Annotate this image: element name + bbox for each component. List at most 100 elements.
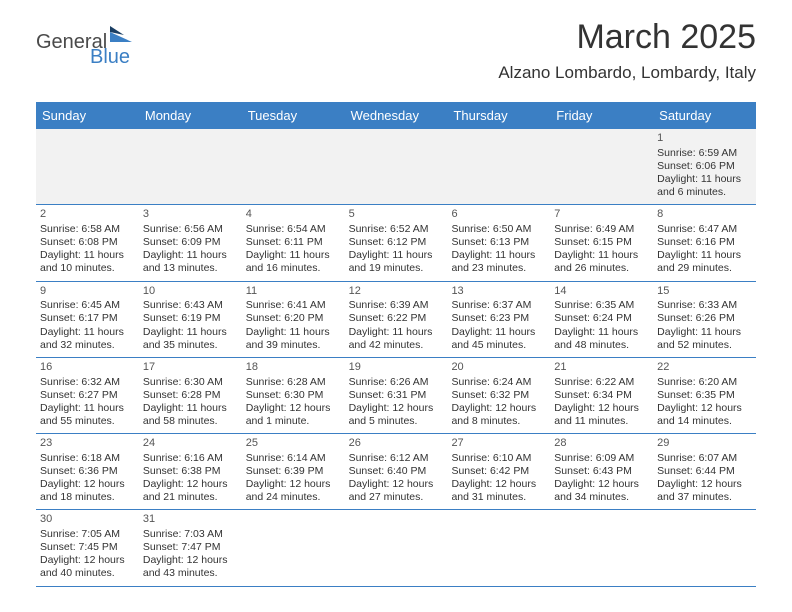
- sunrise-line: Sunrise: 6:52 AM: [349, 223, 444, 236]
- sunrise-line: Sunrise: 6:33 AM: [657, 299, 752, 312]
- day-number: 21: [554, 361, 649, 375]
- day-cell: 7Sunrise: 6:49 AMSunset: 6:15 PMDaylight…: [550, 205, 653, 280]
- sunset-line: Sunset: 6:17 PM: [40, 312, 135, 325]
- day-cell: [447, 510, 550, 585]
- sunrise-line: Sunrise: 6:14 AM: [246, 452, 341, 465]
- day-cell: 3Sunrise: 6:56 AMSunset: 6:09 PMDaylight…: [139, 205, 242, 280]
- sunset-line: Sunset: 6:31 PM: [349, 389, 444, 402]
- day-cell: 11Sunrise: 6:41 AMSunset: 6:20 PMDayligh…: [242, 282, 345, 357]
- day-number: 13: [451, 285, 546, 299]
- day-number: 26: [349, 437, 444, 451]
- day-number: 25: [246, 437, 341, 451]
- day-number: 18: [246, 361, 341, 375]
- daylight-line: Daylight: 11 hours and 42 minutes.: [349, 326, 444, 352]
- day-cell: 12Sunrise: 6:39 AMSunset: 6:22 PMDayligh…: [345, 282, 448, 357]
- day-cell: [550, 510, 653, 585]
- day-number: 12: [349, 285, 444, 299]
- day-number: 29: [657, 437, 752, 451]
- day-number: 1: [657, 132, 752, 146]
- sunrise-line: Sunrise: 7:05 AM: [40, 528, 135, 541]
- day-cell: 5Sunrise: 6:52 AMSunset: 6:12 PMDaylight…: [345, 205, 448, 280]
- day-number: 23: [40, 437, 135, 451]
- sunset-line: Sunset: 7:47 PM: [143, 541, 238, 554]
- sunset-line: Sunset: 6:13 PM: [451, 236, 546, 249]
- sunrise-line: Sunrise: 6:30 AM: [143, 376, 238, 389]
- week-row: 16Sunrise: 6:32 AMSunset: 6:27 PMDayligh…: [36, 358, 756, 434]
- day-header-cell: Monday: [139, 102, 242, 129]
- day-header-cell: Tuesday: [242, 102, 345, 129]
- sunrise-line: Sunrise: 7:03 AM: [143, 528, 238, 541]
- sunrise-line: Sunrise: 6:18 AM: [40, 452, 135, 465]
- header-right: March 2025 Alzano Lombardo, Lombardy, It…: [498, 18, 756, 83]
- day-number: 7: [554, 208, 649, 222]
- sunrise-line: Sunrise: 6:39 AM: [349, 299, 444, 312]
- day-cell: 26Sunrise: 6:12 AMSunset: 6:40 PMDayligh…: [345, 434, 448, 509]
- day-cell: 29Sunrise: 6:07 AMSunset: 6:44 PMDayligh…: [653, 434, 756, 509]
- day-number: 6: [451, 208, 546, 222]
- week-row: 1Sunrise: 6:59 AMSunset: 6:06 PMDaylight…: [36, 129, 756, 205]
- day-cell: [345, 510, 448, 585]
- sunrise-line: Sunrise: 6:54 AM: [246, 223, 341, 236]
- day-cell: [447, 129, 550, 204]
- sunrise-line: Sunrise: 6:26 AM: [349, 376, 444, 389]
- calendar: SundayMondayTuesdayWednesdayThursdayFrid…: [36, 102, 756, 587]
- week-row: 23Sunrise: 6:18 AMSunset: 6:36 PMDayligh…: [36, 434, 756, 510]
- day-cell: 28Sunrise: 6:09 AMSunset: 6:43 PMDayligh…: [550, 434, 653, 509]
- daylight-line: Daylight: 12 hours and 37 minutes.: [657, 478, 752, 504]
- sunrise-line: Sunrise: 6:24 AM: [451, 376, 546, 389]
- sunset-line: Sunset: 6:43 PM: [554, 465, 649, 478]
- day-number: 31: [143, 513, 238, 527]
- day-number: 5: [349, 208, 444, 222]
- daylight-line: Daylight: 11 hours and 6 minutes.: [657, 173, 752, 199]
- sunrise-line: Sunrise: 6:59 AM: [657, 147, 752, 160]
- daylight-line: Daylight: 11 hours and 32 minutes.: [40, 326, 135, 352]
- sunset-line: Sunset: 6:27 PM: [40, 389, 135, 402]
- day-cell: 31Sunrise: 7:03 AMSunset: 7:47 PMDayligh…: [139, 510, 242, 585]
- sunrise-line: Sunrise: 6:47 AM: [657, 223, 752, 236]
- day-number: 16: [40, 361, 135, 375]
- day-number: 10: [143, 285, 238, 299]
- sunrise-line: Sunrise: 6:10 AM: [451, 452, 546, 465]
- day-cell: [36, 129, 139, 204]
- sunrise-line: Sunrise: 6:28 AM: [246, 376, 341, 389]
- day-number: 28: [554, 437, 649, 451]
- sunset-line: Sunset: 6:39 PM: [246, 465, 341, 478]
- week-row: 30Sunrise: 7:05 AMSunset: 7:45 PMDayligh…: [36, 510, 756, 586]
- sunrise-line: Sunrise: 6:56 AM: [143, 223, 238, 236]
- sunset-line: Sunset: 6:42 PM: [451, 465, 546, 478]
- daylight-line: Daylight: 12 hours and 24 minutes.: [246, 478, 341, 504]
- sunset-line: Sunset: 7:45 PM: [40, 541, 135, 554]
- location: Alzano Lombardo, Lombardy, Italy: [498, 63, 756, 83]
- sunset-line: Sunset: 6:06 PM: [657, 160, 752, 173]
- daylight-line: Daylight: 12 hours and 34 minutes.: [554, 478, 649, 504]
- sunset-line: Sunset: 6:40 PM: [349, 465, 444, 478]
- day-header-cell: Thursday: [447, 102, 550, 129]
- sunrise-line: Sunrise: 6:43 AM: [143, 299, 238, 312]
- day-cell: [139, 129, 242, 204]
- sunset-line: Sunset: 6:44 PM: [657, 465, 752, 478]
- daylight-line: Daylight: 11 hours and 16 minutes.: [246, 249, 341, 275]
- daylight-line: Daylight: 11 hours and 19 minutes.: [349, 249, 444, 275]
- day-cell: 22Sunrise: 6:20 AMSunset: 6:35 PMDayligh…: [653, 358, 756, 433]
- sunset-line: Sunset: 6:35 PM: [657, 389, 752, 402]
- day-cell: 1Sunrise: 6:59 AMSunset: 6:06 PMDaylight…: [653, 129, 756, 204]
- sunset-line: Sunset: 6:36 PM: [40, 465, 135, 478]
- sunset-line: Sunset: 6:15 PM: [554, 236, 649, 249]
- day-number: 27: [451, 437, 546, 451]
- day-cell: 9Sunrise: 6:45 AMSunset: 6:17 PMDaylight…: [36, 282, 139, 357]
- daylight-line: Daylight: 11 hours and 48 minutes.: [554, 326, 649, 352]
- day-number: 14: [554, 285, 649, 299]
- day-cell: 23Sunrise: 6:18 AMSunset: 6:36 PMDayligh…: [36, 434, 139, 509]
- sunrise-line: Sunrise: 6:45 AM: [40, 299, 135, 312]
- sunset-line: Sunset: 6:24 PM: [554, 312, 649, 325]
- sunrise-line: Sunrise: 6:58 AM: [40, 223, 135, 236]
- day-cell: 17Sunrise: 6:30 AMSunset: 6:28 PMDayligh…: [139, 358, 242, 433]
- sunrise-line: Sunrise: 6:32 AM: [40, 376, 135, 389]
- daylight-line: Daylight: 11 hours and 13 minutes.: [143, 249, 238, 275]
- day-cell: 16Sunrise: 6:32 AMSunset: 6:27 PMDayligh…: [36, 358, 139, 433]
- daylight-line: Daylight: 12 hours and 43 minutes.: [143, 554, 238, 580]
- day-cell: [345, 129, 448, 204]
- sunset-line: Sunset: 6:23 PM: [451, 312, 546, 325]
- day-number: 9: [40, 285, 135, 299]
- daylight-line: Daylight: 12 hours and 18 minutes.: [40, 478, 135, 504]
